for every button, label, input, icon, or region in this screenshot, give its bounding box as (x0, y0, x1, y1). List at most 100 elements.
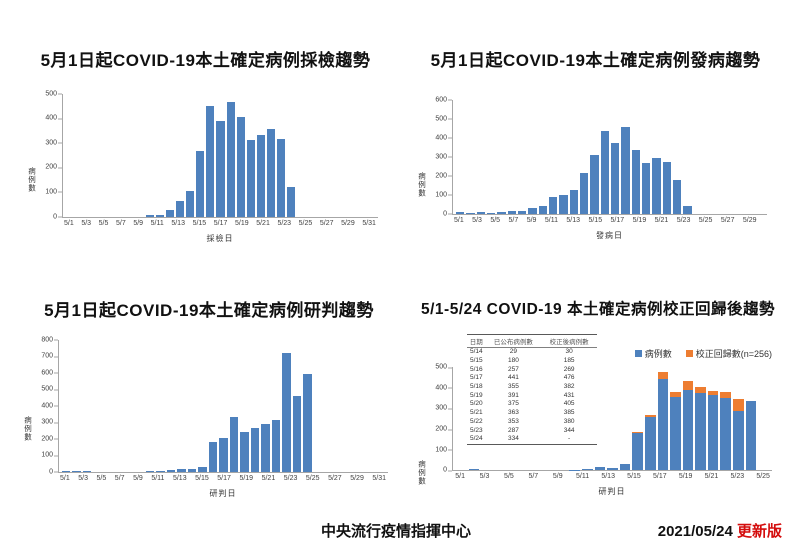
x-tick-label (757, 217, 765, 226)
bar-segment (745, 401, 757, 471)
bar-5/20 (694, 367, 707, 471)
table-cell: 405 (563, 400, 575, 408)
bar-5/8 (527, 100, 537, 214)
bar-segment (733, 399, 744, 412)
bar-5/11 (166, 340, 176, 472)
x-tick-label (539, 473, 551, 482)
chart-onset-trend: 5月1日起COVID-19本土確定病例發病趨勢 病例數 0 100 200 300 40… (408, 48, 783, 270)
table-cell: 441 (507, 374, 519, 382)
x-tick-label (564, 473, 576, 482)
x-tick-label (536, 217, 544, 226)
table-cell: 180 (507, 356, 519, 364)
x-axis-title: 採檢日 (206, 233, 234, 243)
x-tick-label: 5/19 (239, 474, 254, 482)
bar-5/25 (306, 94, 316, 217)
bar-segment (176, 200, 185, 217)
x-tick-label (108, 220, 116, 229)
x-tick-label: 5/13 (601, 473, 615, 481)
chart-body: 病例數 0 100 200 300 400 500 5/1 5/3 5/5 5/7 5/9 5/11… (18, 90, 393, 267)
bar-5/1 (455, 100, 465, 214)
bar-segment (196, 151, 205, 217)
legend-swatch-icon (685, 350, 693, 358)
table-cell: 5/14 (469, 348, 483, 356)
x-tick-label: 5/23 (730, 473, 745, 481)
bar-5/11 (558, 100, 568, 214)
bar-segment (621, 127, 630, 214)
bar-5/18 (239, 340, 249, 472)
plot-column: 0 100 200 300 400 500 5/1 5/3 5/5 5/7 5/9 5/11 5/13… (45, 90, 378, 267)
bar-segment (632, 433, 643, 471)
bar-segment (644, 417, 656, 471)
y-tick-label: 500 (37, 90, 62, 97)
bar-5/23 (732, 367, 745, 471)
y-tick-label: 800 (33, 336, 58, 343)
bar-5/7 (517, 100, 527, 214)
chart-title: 5/1-5/24 COVID-19 本土確定病例校正回歸後趨勢 (421, 301, 775, 318)
bar-5/16 (644, 367, 657, 471)
x-tick-label: 5/29 (341, 219, 355, 227)
x-tick-label: 5/13 (171, 219, 185, 227)
chart-title: 5月1日起COVID-19本土確定病例研判趨勢 (44, 301, 374, 320)
bar-5/13 (187, 340, 197, 472)
y-tick-label: 100 (33, 452, 58, 459)
x-tick-label: 5/15 (588, 216, 603, 224)
bar-5/7 (124, 340, 134, 472)
y-tick-label: 500 (33, 386, 58, 393)
bar-segment (271, 420, 281, 472)
x-tick-label (718, 473, 730, 482)
bar-segment (632, 432, 643, 434)
x-tick-label: 5/27 (720, 216, 735, 224)
bar-segment (619, 464, 631, 471)
bar-5/18 (669, 367, 682, 471)
bar-segment (236, 117, 245, 217)
bar-5/8 (135, 94, 145, 217)
y-tick-label: 400 (37, 115, 62, 122)
y-tick-label: 100 (37, 188, 62, 195)
table-cell: 353 (507, 417, 519, 425)
table-cell: 375 (507, 400, 519, 408)
x-tick-label: 5/21 (654, 216, 669, 224)
bar-5/18 (631, 100, 641, 214)
bar-segment (186, 191, 195, 217)
bar-5/1 (61, 340, 71, 472)
bar-segment (246, 139, 255, 217)
table-row: 5/19 391 431 (467, 392, 597, 401)
bar-5/5 (496, 100, 506, 214)
bar-5/12 (176, 340, 186, 472)
table-cell: 5/15 (469, 356, 483, 364)
table-cell: 380 (563, 417, 575, 425)
bar-5/14 (589, 100, 599, 214)
bar-segment (528, 207, 537, 214)
x-tick-label (668, 217, 676, 226)
chart-body: 病例數 0 100 200 300 400 500 600 700 800 5/1 5/3 5/5 5… (14, 336, 404, 518)
table-cell: 5/18 (469, 383, 483, 391)
y-tick-label: 400 (427, 384, 452, 391)
bar-segment (657, 379, 669, 471)
bar-segment (261, 424, 270, 472)
bar-5/23 (682, 100, 692, 214)
bar-segment (695, 393, 706, 471)
x-tick-label (125, 475, 134, 484)
x-tick-label (602, 217, 610, 226)
bar-segment (720, 397, 732, 471)
x-tick-label (126, 220, 134, 229)
bar-5/24 (302, 340, 312, 472)
x-tick-label (624, 217, 632, 226)
bar-segment (292, 396, 302, 472)
y-tick-label: 300 (427, 153, 452, 160)
table-cell: 185 (563, 356, 575, 364)
x-tick-label: 5/17 (213, 219, 228, 227)
y-tick-label: 200 (427, 172, 452, 179)
bar-5/1 (455, 367, 468, 470)
table-cell: - (568, 435, 571, 443)
x-tick-label: 5/1 (454, 216, 464, 224)
bar-5/24 (745, 367, 758, 471)
bar-5/4 (486, 100, 496, 214)
x-tick-label (297, 475, 306, 484)
y-tick-label: 200 (427, 426, 452, 433)
bar-5/10 (568, 367, 581, 471)
x-tick-label (270, 220, 278, 229)
table-cell: 431 (563, 391, 575, 399)
bar-segment (256, 135, 265, 217)
x-tick-label: 5/1 (64, 219, 74, 227)
